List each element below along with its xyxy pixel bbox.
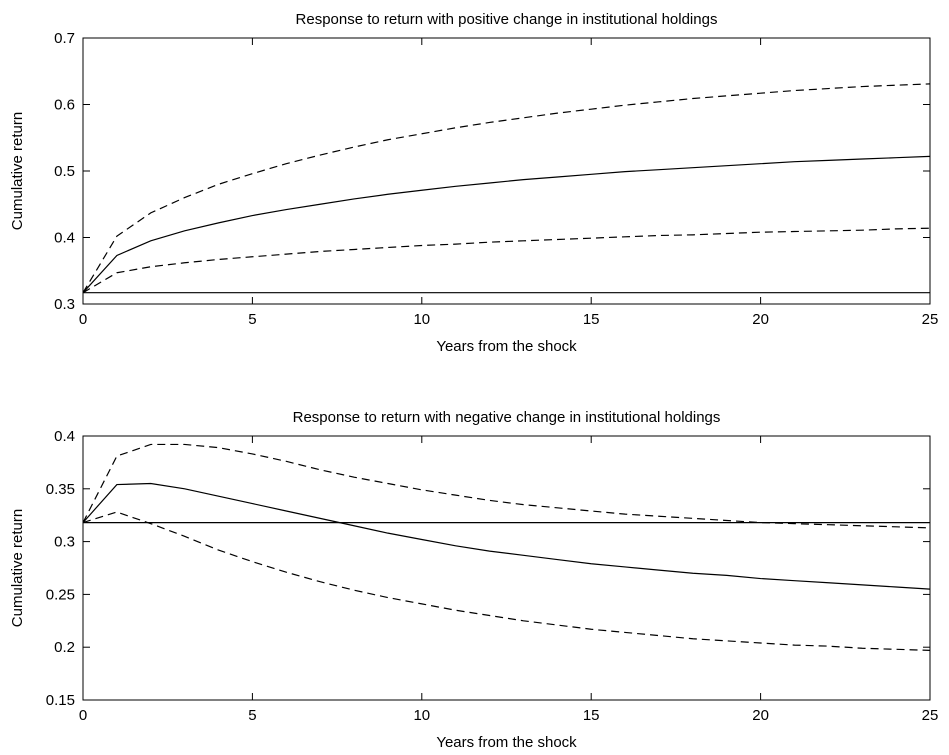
confidence-band-line-2: [82, 511, 931, 651]
y-tick-label: 0.7: [54, 30, 75, 47]
x-tick-label: 10: [413, 311, 430, 328]
x-axis-label: Years from the shock: [436, 338, 577, 355]
plot-frame: [82, 37, 931, 305]
chart-title: Response to return with negative change …: [293, 409, 721, 426]
y-tick-label: 0.15: [46, 692, 75, 709]
x-tick-label: 15: [583, 707, 600, 724]
y-tick-label: 0.6: [54, 97, 75, 114]
y-tick-label: 0.4: [54, 230, 75, 247]
x-tick-label: 25: [922, 707, 939, 724]
y-tick-label: 0.4: [54, 428, 75, 445]
impulse-response-line: [82, 482, 931, 590]
confidence-band-line-2: [82, 227, 931, 294]
chart-title: Response to return with positive change …: [296, 11, 718, 28]
x-tick-label: 15: [583, 311, 600, 328]
x-axis-label: Years from the shock: [436, 734, 577, 751]
y-tick-label: 0.3: [54, 534, 75, 551]
y-tick-label: 0.35: [46, 481, 75, 498]
confidence-band-line-1: [82, 443, 931, 529]
x-tick-label: 25: [922, 311, 939, 328]
confidence-band-line-1: [82, 83, 931, 293]
y-tick-label: 0.3: [54, 296, 75, 313]
y-axis-label: Cumulative return: [9, 509, 26, 627]
chart-1: Response to return with positive change …: [9, 11, 938, 355]
x-tick-label: 20: [752, 311, 769, 328]
x-tick-label: 5: [248, 311, 256, 328]
x-tick-label: 5: [248, 707, 256, 724]
y-tick-label: 0.5: [54, 163, 75, 180]
y-tick-label: 0.2: [54, 639, 75, 656]
impulse-response-line: [82, 155, 931, 294]
chart-2: Response to return with negative change …: [9, 409, 938, 751]
x-tick-label: 0: [79, 311, 87, 328]
plot-frame: [82, 435, 931, 701]
x-tick-label: 10: [413, 707, 430, 724]
x-tick-label: 0: [79, 707, 87, 724]
y-tick-label: 0.25: [46, 586, 75, 603]
x-tick-label: 20: [752, 707, 769, 724]
y-axis-label: Cumulative return: [9, 112, 26, 230]
